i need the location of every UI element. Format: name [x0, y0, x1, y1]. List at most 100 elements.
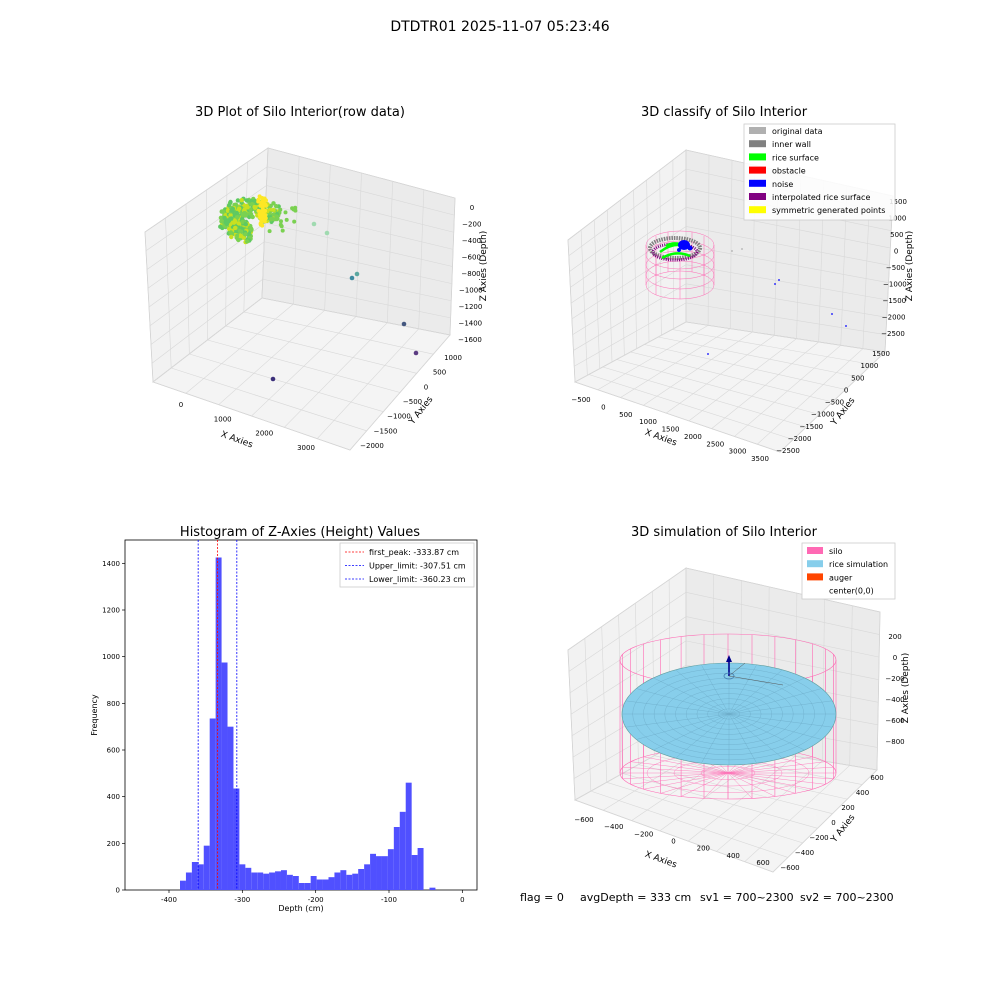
hist-vlines	[197, 540, 238, 890]
legend-label: Lower_limit: -360.23 cm	[369, 575, 466, 584]
classify-silo-wireframe	[645, 230, 715, 300]
raw-point	[280, 228, 285, 233]
legend-swatch	[749, 140, 766, 148]
legend-label: original data	[772, 127, 823, 136]
hist-y-tick-label: 1000	[102, 653, 120, 661]
raw-point	[267, 229, 272, 234]
sim-legend: silo rice simulation auger center(0,0)	[801, 542, 896, 600]
gridline	[744, 765, 850, 862]
gridline	[580, 229, 588, 376]
gridline	[568, 168, 687, 257]
classify-y-tick-label: −2500	[776, 447, 800, 455]
classify-z-tick-label: 1500	[889, 198, 907, 206]
hist-y-tick-label: 0	[116, 887, 120, 895]
legend-label: noise	[772, 180, 793, 189]
raw-point	[290, 206, 295, 211]
raw-point	[235, 233, 240, 238]
gridline	[707, 155, 710, 326]
classify-zlabel: Z Axies (Depth)	[905, 231, 915, 302]
raw-point	[243, 213, 248, 218]
sim-y-tick-label: −600	[780, 864, 799, 872]
gridline	[643, 331, 753, 406]
legend-label: inner wall	[772, 140, 811, 149]
panel-histogram: Histogram of Z-Axies (Height) Values -40…	[90, 525, 478, 913]
hist-bar	[381, 856, 388, 890]
raw-z-ticks: 0 −200 −400 −600 −800 −1000 −1200 −1400 −1600	[458, 204, 482, 344]
classify-gridlines	[567, 149, 894, 453]
classify-x-tick-label: 2000	[684, 433, 702, 441]
classify-z-tick-label: −1500	[882, 297, 906, 305]
hist-bar	[269, 872, 276, 890]
raw-point	[292, 219, 297, 224]
raw-point	[271, 207, 276, 213]
gridline	[638, 764, 833, 815]
raw-point	[293, 208, 298, 213]
sim-rice-surface	[621, 662, 837, 766]
sim-y-tick-label: −200	[809, 834, 828, 842]
classify-x-tick-label: 1000	[639, 418, 657, 426]
hist-bar	[180, 880, 186, 890]
gridline	[567, 149, 687, 241]
raw-y-tick-label: −2000	[360, 442, 384, 450]
raw-point	[270, 376, 276, 382]
raw-x-tick-label: 0	[179, 401, 183, 409]
hist-bar	[298, 883, 305, 890]
hist-bar	[221, 662, 228, 890]
hist-bar	[316, 879, 323, 890]
status-flag: flag = 0	[520, 891, 564, 904]
gridline	[293, 156, 300, 305]
gridline	[597, 325, 709, 391]
raw-z-tick-label: −600	[462, 254, 481, 262]
hist-bar	[263, 873, 270, 890]
gridline	[185, 203, 190, 355]
hist-bar	[275, 871, 281, 890]
gridline	[685, 591, 880, 635]
gridline	[355, 172, 362, 317]
status-footer: flag = 0 avgDepth = 333 cm sv1 = 700~230…	[520, 891, 894, 904]
classify-x-tick-label: 3000	[729, 448, 747, 456]
sim-x-tick-label: 200	[697, 845, 710, 853]
gridline	[633, 189, 637, 349]
hist-bar	[405, 782, 412, 890]
hist-bar	[328, 877, 335, 890]
raw-point	[245, 205, 250, 210]
raw-point	[229, 216, 234, 221]
rice-mesh-spoke	[653, 677, 730, 715]
gridline	[849, 605, 853, 766]
hist-y-tick-label: 400	[107, 793, 120, 801]
gridline	[618, 614, 623, 774]
gridline	[593, 219, 600, 369]
hist-bar	[245, 867, 252, 890]
sim-auger-and-center	[723, 655, 784, 686]
classify-interp-surface	[651, 242, 699, 262]
gridline	[685, 264, 888, 301]
classify-z-tick-label: −2000	[882, 314, 906, 322]
raw-point	[248, 211, 253, 216]
hist-x-tick-label: -100	[381, 896, 397, 904]
raw-z-tick-label: −400	[462, 237, 481, 245]
sim-y-tick-label: 200	[841, 804, 854, 812]
gridline	[165, 217, 172, 369]
rice-mesh-spoke	[625, 700, 730, 715]
gridline	[685, 207, 891, 249]
gridline	[568, 592, 687, 672]
gridline	[251, 316, 357, 417]
gridline	[658, 336, 859, 378]
hist-bar	[310, 876, 317, 890]
hist-bar	[411, 855, 418, 890]
legend-swatch	[749, 153, 766, 161]
rice-mesh-spoke	[636, 713, 730, 740]
raw-z-tick-label: −200	[462, 221, 481, 229]
gridline	[218, 310, 325, 405]
status-sv2: sv2 = 700~2300	[800, 891, 894, 904]
classify-z-tick-label: 500	[890, 231, 903, 239]
rice-mesh-spoke	[675, 713, 730, 759]
rice-mesh-spoke	[653, 713, 730, 751]
raw-zlabel: Z Axies (Depth)	[479, 231, 489, 302]
classify-x-tick-label: 3500	[751, 455, 769, 463]
gridline	[574, 321, 687, 383]
figure-suptitle: DTDTR01 2025-11-07 05:23:46	[390, 19, 609, 35]
gridline	[573, 283, 687, 351]
gridline	[644, 344, 846, 390]
legend-label: obstacle	[772, 167, 806, 176]
